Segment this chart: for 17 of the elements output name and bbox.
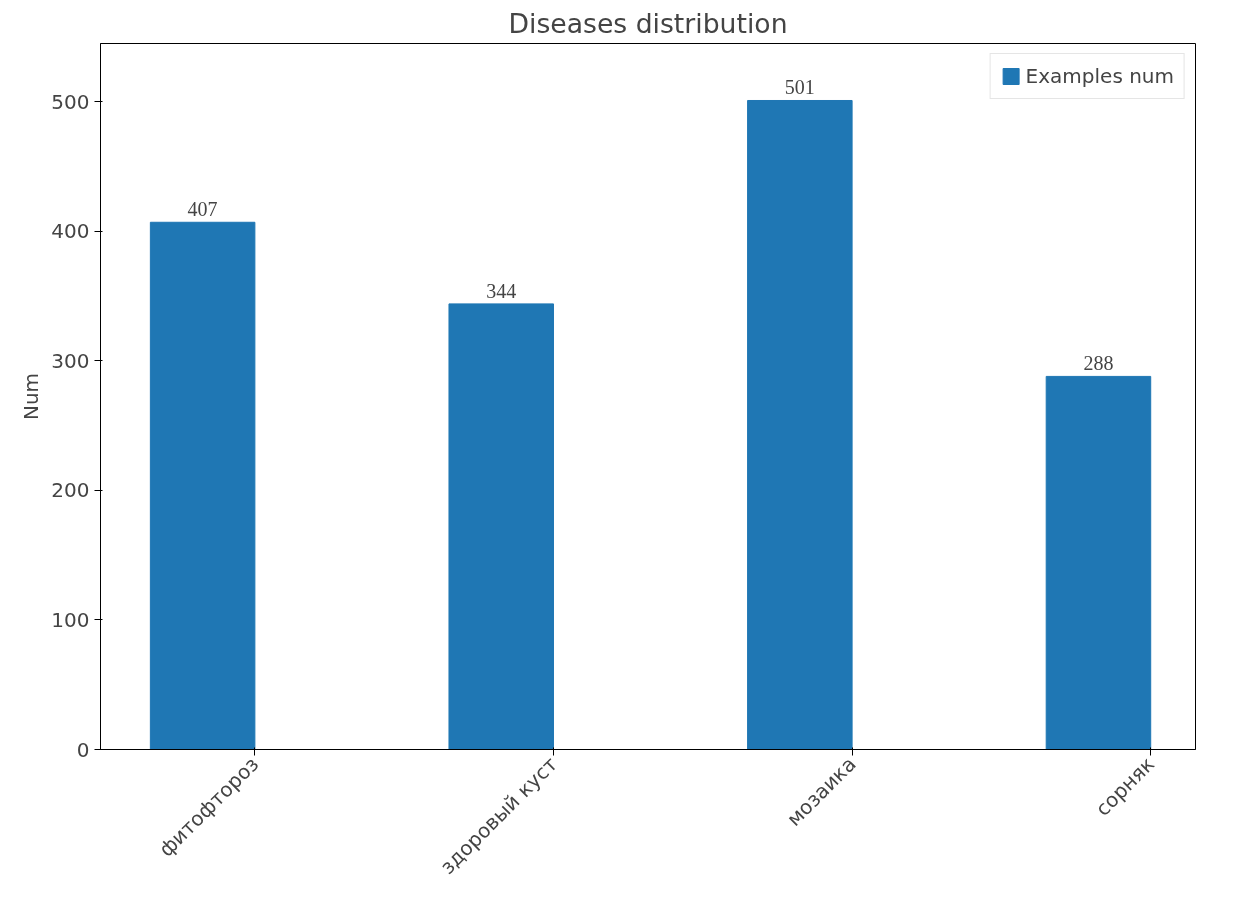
bar: [747, 100, 853, 750]
y-tick-label: 0: [76, 737, 90, 762]
chart-title: Diseases distribution: [508, 7, 788, 39]
bar: [149, 221, 256, 750]
y-tick-label: 200: [51, 478, 90, 503]
y-tick-label: 400: [51, 219, 90, 244]
y-tick-label: 100: [51, 607, 90, 632]
y-tick-label: 300: [51, 348, 90, 373]
bar: [1045, 375, 1152, 750]
data-label: 407: [187, 198, 218, 221]
legend-label: Examples num: [1025, 64, 1174, 88]
y-tick-label: 500: [51, 89, 90, 114]
data-label: 501: [784, 76, 815, 99]
data-label: 344: [486, 279, 517, 302]
bar: [448, 303, 554, 750]
y-axis-title: Num: [19, 372, 44, 421]
data-label: 288: [1083, 352, 1114, 375]
